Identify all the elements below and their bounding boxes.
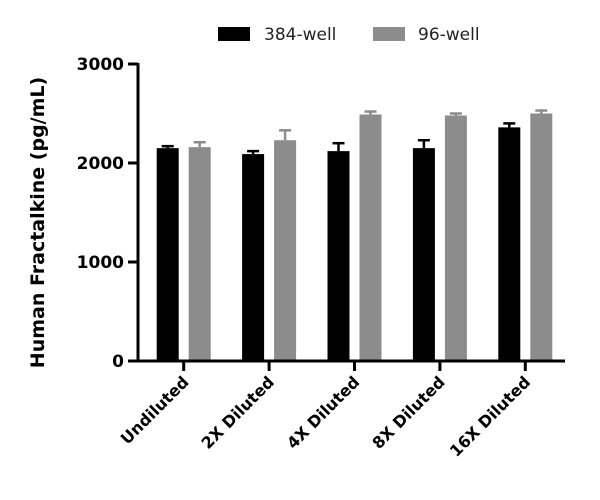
bar-series-2	[444, 115, 467, 361]
x-tick-label: 2X Diluted	[198, 372, 278, 452]
bar-series-1	[156, 148, 179, 361]
bar-series-1	[242, 154, 265, 361]
bar-series-2	[359, 114, 382, 362]
bar-series-2	[274, 140, 297, 361]
y-tick-label: 2000	[77, 154, 124, 174]
bar-series-2	[188, 147, 211, 361]
y-axis-ticks: 0 1000 2000 3000	[77, 55, 138, 372]
x-tick-label: 8X Diluted	[368, 372, 448, 452]
legend-label: 384-well	[264, 25, 336, 45]
y-tick-label: 3000	[77, 55, 124, 75]
bars	[156, 109, 553, 362]
x-tick-label: 16X Diluted	[446, 372, 534, 460]
bar-series-2	[530, 113, 553, 361]
legend: 384-well 96-well	[218, 25, 480, 45]
x-axis-ticks: Undiluted 2X Diluted 4X Diluted 8X Diluted1…	[117, 361, 534, 461]
legend-label: 96-well	[418, 25, 480, 45]
x-tick-label: 4X Diluted	[283, 372, 363, 452]
legend-swatch	[373, 27, 405, 41]
y-axis-title: Human Fractalkine (pg/mL)	[27, 77, 49, 368]
bar-series-1	[412, 148, 435, 361]
bar-series-1	[498, 127, 521, 361]
x-tick-label: Undiluted	[117, 372, 193, 448]
y-tick-label: 0	[112, 352, 124, 372]
bar-series-1	[327, 151, 350, 361]
y-tick-label: 1000	[77, 253, 124, 273]
legend-swatch	[218, 27, 250, 41]
